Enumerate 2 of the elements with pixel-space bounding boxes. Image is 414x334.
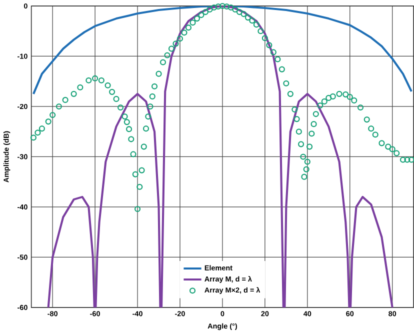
line-series — [32, 6, 412, 96]
line-series — [47, 6, 394, 308]
